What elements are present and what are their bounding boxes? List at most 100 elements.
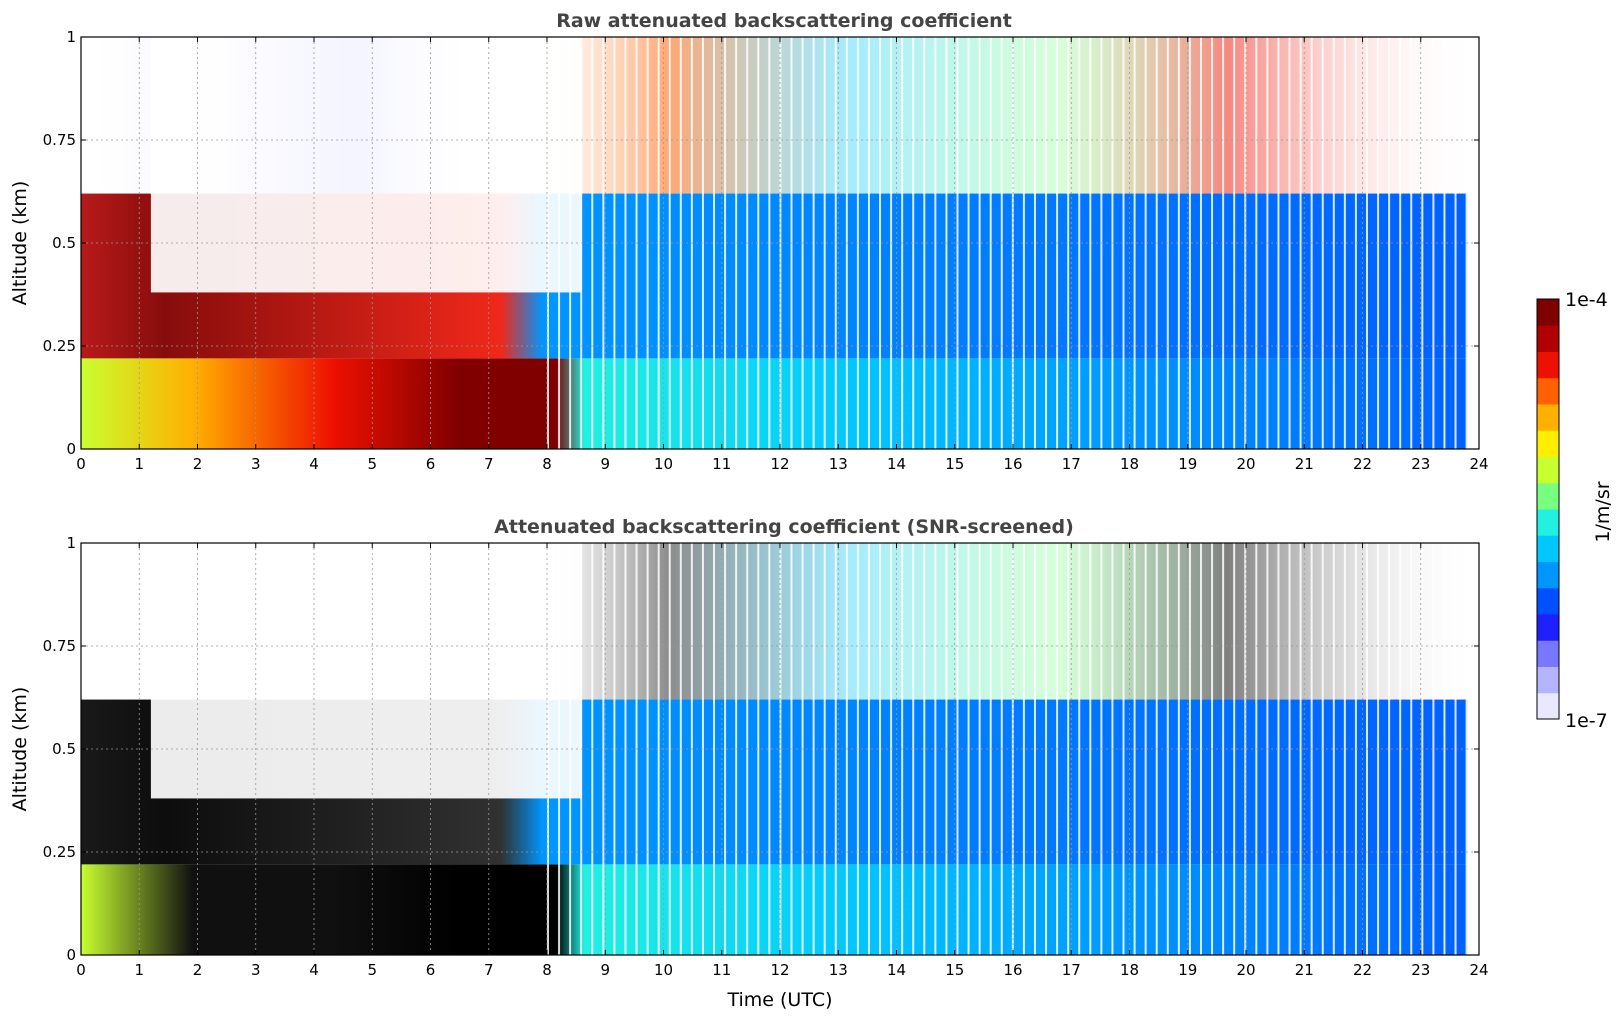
no-data-region — [1467, 543, 1479, 955]
missing-profile-gap — [1443, 543, 1446, 955]
x-tick-label: 3 — [251, 961, 261, 979]
no-signal-region — [150, 543, 582, 799]
x-tick-label: 1 — [134, 961, 144, 979]
x-tick-label: 22 — [1353, 455, 1372, 473]
missing-profile-gap — [923, 37, 926, 449]
y-tick-label: 0.75 — [43, 637, 76, 655]
missing-profile-gap — [967, 543, 970, 955]
x-tick-label: 18 — [1120, 455, 1139, 473]
y-tick-label: 0.25 — [43, 843, 76, 861]
missing-profile-gap — [679, 37, 682, 449]
missing-profile-gap — [1089, 37, 1092, 449]
x-tick-label: 8 — [542, 455, 552, 473]
missing-profile-gap — [834, 543, 837, 955]
missing-profile-gap — [679, 543, 682, 955]
x-tick-label: 10 — [654, 961, 673, 979]
panel-screened-title: Attenuated backscattering coefficient (S… — [494, 516, 1074, 538]
missing-profile-gap — [613, 37, 616, 449]
missing-profile-gap — [1233, 543, 1236, 955]
missing-profile-gap — [1443, 37, 1446, 449]
x-tick-label: 11 — [712, 455, 731, 473]
missing-profile-gap — [879, 37, 882, 449]
missing-profile-gap — [1343, 543, 1346, 955]
missing-profile-gap — [1244, 37, 1247, 449]
missing-profile-gap — [1188, 543, 1191, 955]
colorbar-cell — [1537, 325, 1559, 352]
missing-profile-gap — [923, 543, 926, 955]
missing-profile-gap — [1177, 543, 1180, 955]
missing-profile-gap — [1299, 543, 1302, 955]
missing-profile-gap — [613, 543, 616, 955]
missing-profile-gap — [1399, 543, 1402, 955]
x-tick-label: 1 — [134, 455, 144, 473]
y-tick-label: 0.5 — [52, 740, 76, 758]
missing-profile-gap — [1144, 543, 1147, 955]
missing-profile-gap — [1078, 543, 1081, 955]
missing-profile-gap — [1177, 37, 1180, 449]
x-tick-label: 0 — [76, 455, 86, 473]
missing-profile-gap — [812, 543, 815, 955]
panel-screened-y-ticks: 0 0.25 0.5 0.75 1 — [43, 534, 1479, 964]
missing-profile-gap — [668, 37, 671, 449]
missing-profile-gap — [1432, 543, 1435, 955]
y-tick-label: 0 — [66, 440, 76, 458]
x-tick-label: 9 — [600, 455, 610, 473]
colorbar-cell — [1537, 351, 1559, 379]
missing-profile-gap — [768, 37, 771, 449]
x-tick-label: 22 — [1353, 961, 1372, 979]
colorbar-cell — [1537, 456, 1559, 484]
missing-profile-gap — [989, 543, 992, 955]
missing-profile-gap — [1399, 37, 1402, 449]
x-tick-label: 11 — [712, 961, 731, 979]
colorbar-cell — [1537, 535, 1559, 562]
panel-raw: Raw attenuated backscattering coefficien… — [9, 10, 1489, 473]
x-tick-label: 12 — [770, 455, 789, 473]
missing-profile-gap — [1033, 543, 1036, 955]
missing-profile-gap — [768, 543, 771, 955]
missing-profile-gap — [978, 543, 981, 955]
missing-profile-gap — [1222, 37, 1225, 449]
x-tick-label: 4 — [309, 455, 319, 473]
missing-profile-gap — [657, 37, 660, 449]
x-tick-label: 12 — [770, 961, 789, 979]
x-tick-label: 17 — [1062, 455, 1081, 473]
missing-profile-gap — [1188, 37, 1191, 449]
missing-profile-gap — [1354, 543, 1357, 955]
panel-raw-y-ticks: 0 0.25 0.5 0.75 1 — [43, 28, 1479, 458]
x-tick-label: 23 — [1411, 455, 1430, 473]
missing-profile-gap — [724, 37, 727, 449]
missing-profile-gap — [1222, 543, 1225, 955]
missing-profile-gap — [934, 543, 937, 955]
panel-raw-x-ticks: 0 1 2 3 4 5 6 7 8 9 10 11 12 13 14 15 16 17 18 19 20 21 22 23 24 — [76, 37, 1489, 473]
missing-profile-gap — [1388, 543, 1391, 955]
colorbar-cell — [1537, 692, 1559, 720]
missing-profile-gap — [912, 37, 915, 449]
missing-profile-gap — [879, 543, 882, 955]
missing-profile-gap — [1067, 543, 1070, 955]
colorbar-gradient — [1537, 299, 1559, 720]
missing-profile-gap — [823, 37, 826, 449]
colorbar-cell — [1537, 614, 1559, 641]
missing-profile-gap — [668, 543, 671, 955]
missing-profile-gap — [1022, 37, 1025, 449]
x-tick-label: 21 — [1295, 961, 1314, 979]
missing-profile-gap — [1354, 37, 1357, 449]
missing-profile-gap — [624, 543, 627, 955]
missing-profile-gap — [779, 37, 782, 449]
colorbar-cell — [1537, 430, 1559, 457]
missing-profile-gap — [713, 543, 716, 955]
missing-profile-gap — [1299, 37, 1302, 449]
y-tick-label: 1 — [66, 28, 76, 46]
x-tick-label: 13 — [829, 961, 848, 979]
missing-profile-gap — [834, 37, 837, 449]
x-tick-label: 14 — [887, 961, 906, 979]
missing-profile-gap — [1144, 37, 1147, 449]
colorbar-cell — [1537, 509, 1559, 536]
missing-profile-gap — [602, 37, 605, 449]
colorbar-cell — [1537, 299, 1559, 326]
missing-profile-gap — [823, 543, 826, 955]
missing-profile-gap — [912, 543, 915, 955]
missing-profile-gap — [867, 543, 870, 955]
colorbar-cell — [1537, 666, 1559, 694]
colorbar: 1e-4 1e-7 1/m/sr — [1536, 289, 1614, 732]
